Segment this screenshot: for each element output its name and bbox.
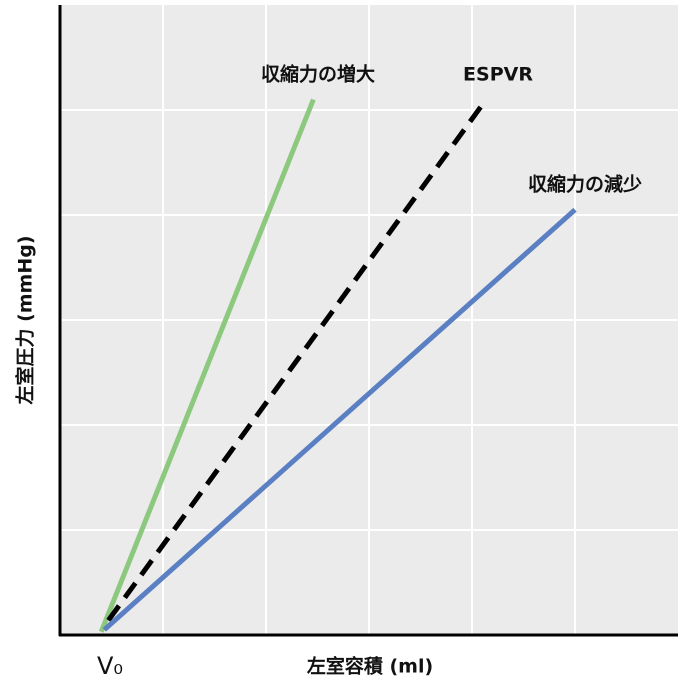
origin-label: V₀: [97, 652, 123, 680]
series-line: [98, 98, 316, 633]
x-axis-label: 左室容積 (ml): [307, 655, 433, 678]
series-line: [102, 207, 577, 632]
series-label: 収縮力の減少: [528, 173, 642, 196]
series-line: [106, 103, 485, 622]
series-label: 収縮力の増大: [261, 63, 375, 86]
series-label: ESPVR: [463, 64, 533, 86]
y-axis-label: 左室圧力 (mmHg): [14, 235, 37, 404]
